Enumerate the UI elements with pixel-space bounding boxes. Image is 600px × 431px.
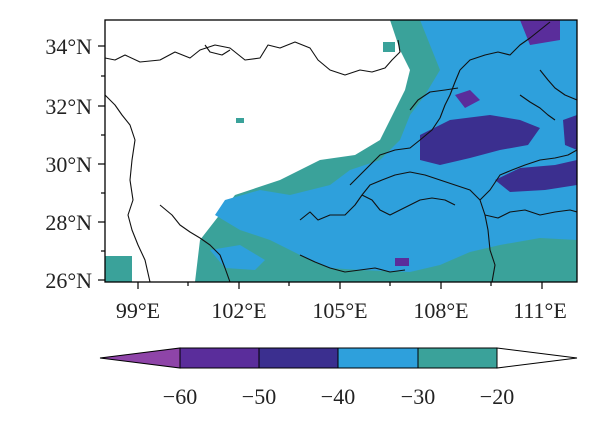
colorbar-labels: −60 −50 −40 −30 −20 [163, 384, 514, 409]
colorbar-segment [99, 347, 181, 369]
lon-label: 105°E [312, 298, 367, 323]
colorbar-segment [337, 347, 419, 369]
latitude-labels: 34°N 32°N 30°N 28°N 26°N [45, 34, 92, 293]
longitude-axis [137, 282, 543, 289]
latitude-axis [98, 45, 105, 281]
colorbar-segment [179, 347, 260, 369]
colorbar-label: −60 [163, 384, 197, 409]
map-panel [105, 20, 577, 282]
longitude-labels: 99°E 102°E 105°E 108°E 111°E [116, 298, 567, 323]
lon-label: 111°E [513, 298, 567, 323]
colorbar-segment [496, 347, 578, 369]
colorbar-label: −50 [242, 384, 276, 409]
lon-label: 102°E [211, 298, 266, 323]
colorbar-segment [258, 347, 339, 369]
lon-label: 108°E [413, 298, 468, 323]
colorbar [99, 347, 578, 369]
contour-fill-level-60 [420, 115, 577, 192]
colorbar-label: −40 [321, 384, 355, 409]
lat-label: 26°N [45, 268, 92, 293]
lat-label: 34°N [45, 34, 92, 59]
lat-label: 28°N [45, 210, 92, 235]
colorbar-label: −20 [480, 384, 514, 409]
lat-label: 32°N [45, 94, 92, 119]
contour-fill-level-50 [395, 20, 560, 266]
lon-label: 99°E [116, 298, 160, 323]
map-frame [104, 19, 578, 283]
boundary-lines [105, 21, 577, 282]
colorbar-segment [417, 347, 498, 369]
colorbar-label: −30 [401, 384, 435, 409]
lat-label: 30°N [45, 152, 92, 177]
